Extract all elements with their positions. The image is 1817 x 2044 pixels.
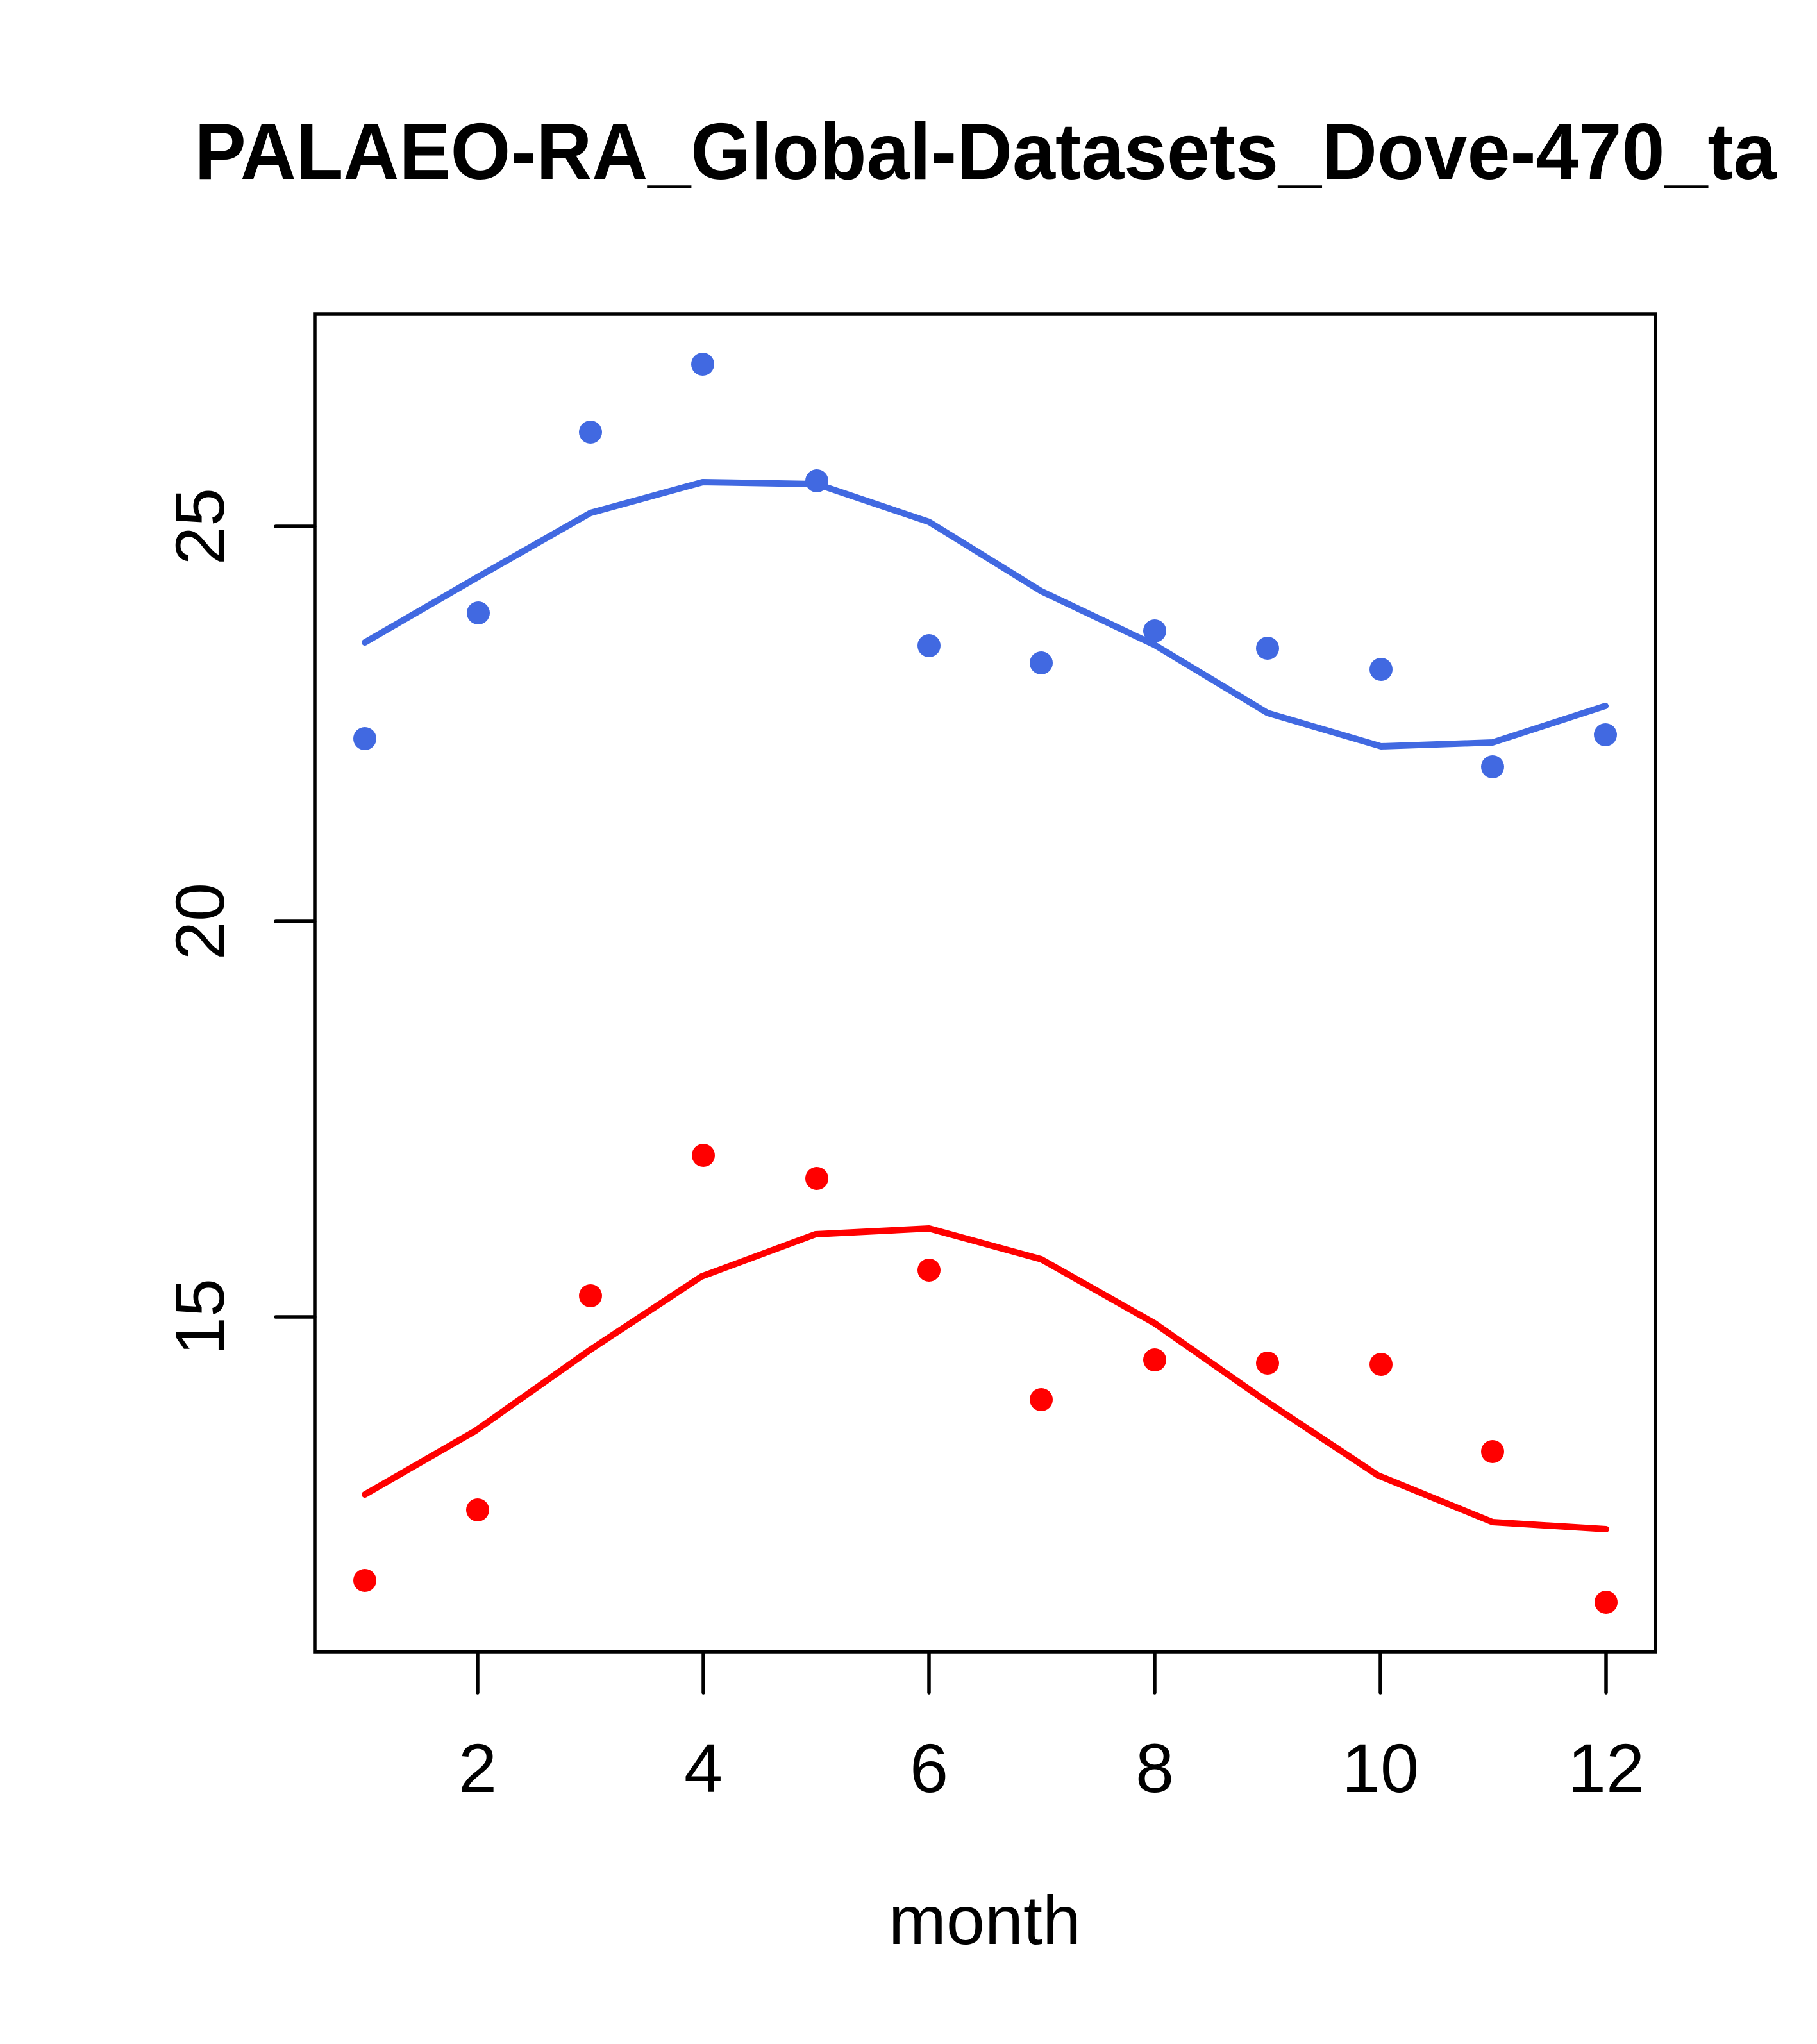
svg-text:month: month — [889, 1881, 1081, 1959]
svg-text:4: 4 — [684, 1729, 723, 1807]
svg-text:2: 2 — [458, 1729, 497, 1807]
svg-text:6: 6 — [910, 1729, 948, 1807]
svg-text:PALAEO-RA_Global-Datasets_Dove: PALAEO-RA_Global-Datasets_Dove-470_ta — [195, 108, 1777, 196]
svg-text:20: 20 — [161, 883, 239, 960]
svg-text:12: 12 — [1568, 1729, 1645, 1807]
svg-text:25: 25 — [161, 488, 239, 565]
svg-text:10: 10 — [1342, 1729, 1419, 1807]
svg-text:8: 8 — [1135, 1729, 1174, 1807]
svg-text:15: 15 — [161, 1278, 239, 1355]
